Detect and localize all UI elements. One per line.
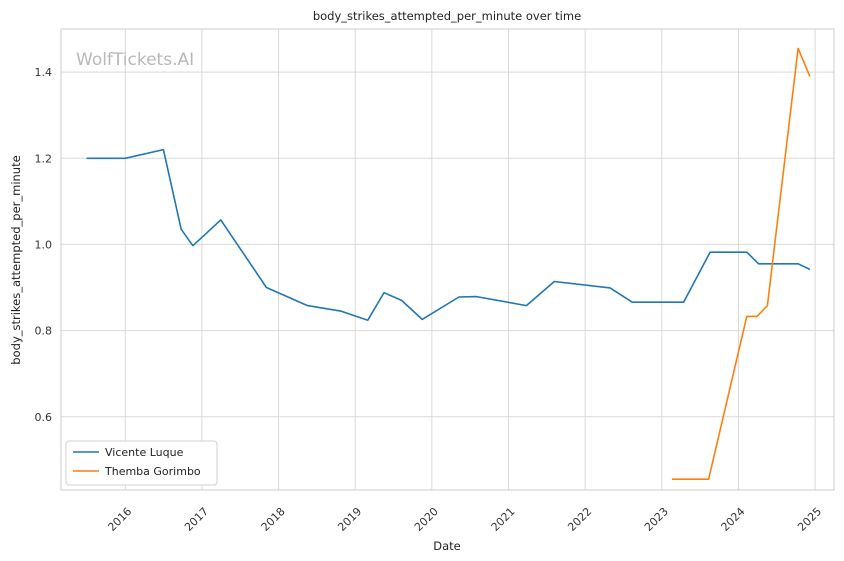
y-tick-label: 1.2 — [35, 152, 53, 165]
y-tick-label: 0.6 — [35, 411, 53, 424]
grid-lines — [61, 29, 834, 490]
x-tick-label: 2023 — [642, 505, 671, 534]
x-axis-title: Date — [433, 539, 461, 553]
x-tick-label: 2025 — [795, 505, 824, 534]
x-tick-label: 2020 — [412, 505, 441, 534]
x-tick-labels: 2016 2017 2018 2019 2020 2021 2022 2023 2024 2025 — [105, 505, 824, 534]
series-layer — [86, 47, 811, 481]
y-tick-label: 1.4 — [35, 66, 53, 79]
y-axis-title: body_strikes_attempted_per_minute — [9, 155, 23, 364]
x-tick-label: 2016 — [105, 505, 134, 534]
legend-box — [65, 440, 218, 486]
x-tick-label: 2019 — [335, 505, 364, 534]
x-tick-label: 2022 — [565, 505, 594, 534]
plot-frame — [60, 28, 835, 491]
watermark-text: WolfTickets.AI — [76, 50, 194, 70]
legend: Vicente Luque Themba Gorimbo — [65, 440, 218, 486]
series-line-themba-gorimbo — [671, 47, 811, 481]
y-tick-label: 1.0 — [35, 238, 53, 251]
x-tick-label: 2021 — [489, 505, 518, 534]
legend-label-vicente-luque: Vicente Luque — [105, 446, 184, 459]
x-tick-label: 2018 — [259, 505, 288, 534]
series-line-vicente-luque — [86, 148, 811, 322]
y-tick-labels: 0.6 0.8 1.0 1.2 1.4 — [35, 66, 53, 424]
legend-label-themba-gorimbo: Themba Gorimbo — [104, 465, 201, 478]
y-tick-label: 0.8 — [35, 325, 53, 338]
x-tick-label: 2017 — [182, 505, 211, 534]
chart-title: body_strikes_attempted_per_minute over t… — [313, 9, 581, 23]
x-tick-label: 2024 — [719, 505, 748, 534]
